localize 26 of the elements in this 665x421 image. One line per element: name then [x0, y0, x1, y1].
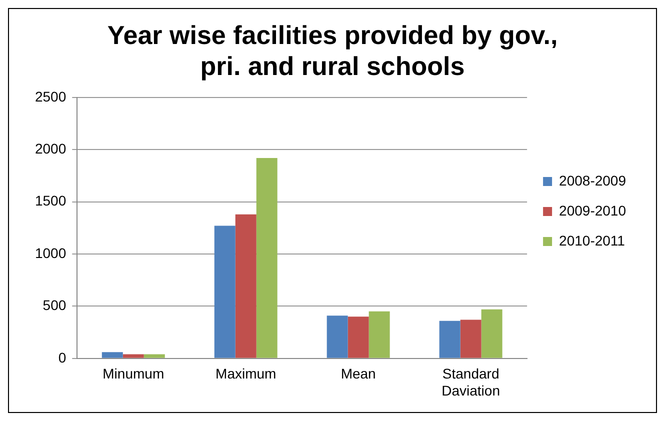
- bar: [460, 320, 482, 358]
- y-tick-label: 1500: [34, 192, 66, 209]
- y-tick-label: 2000: [34, 140, 66, 156]
- y-tick-label: 0: [58, 349, 66, 366]
- bar: [481, 309, 502, 358]
- legend-label: 2008-2009: [559, 172, 626, 188]
- x-tick-label: Maximum: [216, 366, 276, 382]
- bar: [439, 320, 460, 358]
- bar: [256, 158, 278, 358]
- x-tick-label: Minumum: [102, 366, 164, 382]
- legend-label: 2010-2011: [559, 232, 626, 248]
- bar: [326, 316, 348, 358]
- legend-label: 2009-2010: [559, 202, 626, 218]
- chart-title: Year wise facilities provided by gov., pri. and rural schools: [107, 20, 558, 81]
- y-tick-label: 500: [42, 297, 66, 314]
- bar: [122, 354, 144, 358]
- y-tick-label: 2500: [34, 88, 66, 104]
- bar: [102, 352, 123, 358]
- x-tick-label: Mean: [340, 366, 376, 382]
- bar: [144, 354, 165, 358]
- y-tick-label: 1000: [34, 244, 66, 261]
- x-tick-label: Standard Daviation: [442, 366, 500, 398]
- bar: [368, 311, 390, 358]
- bar: [214, 226, 236, 358]
- bar: [348, 316, 369, 358]
- bar: [235, 214, 256, 358]
